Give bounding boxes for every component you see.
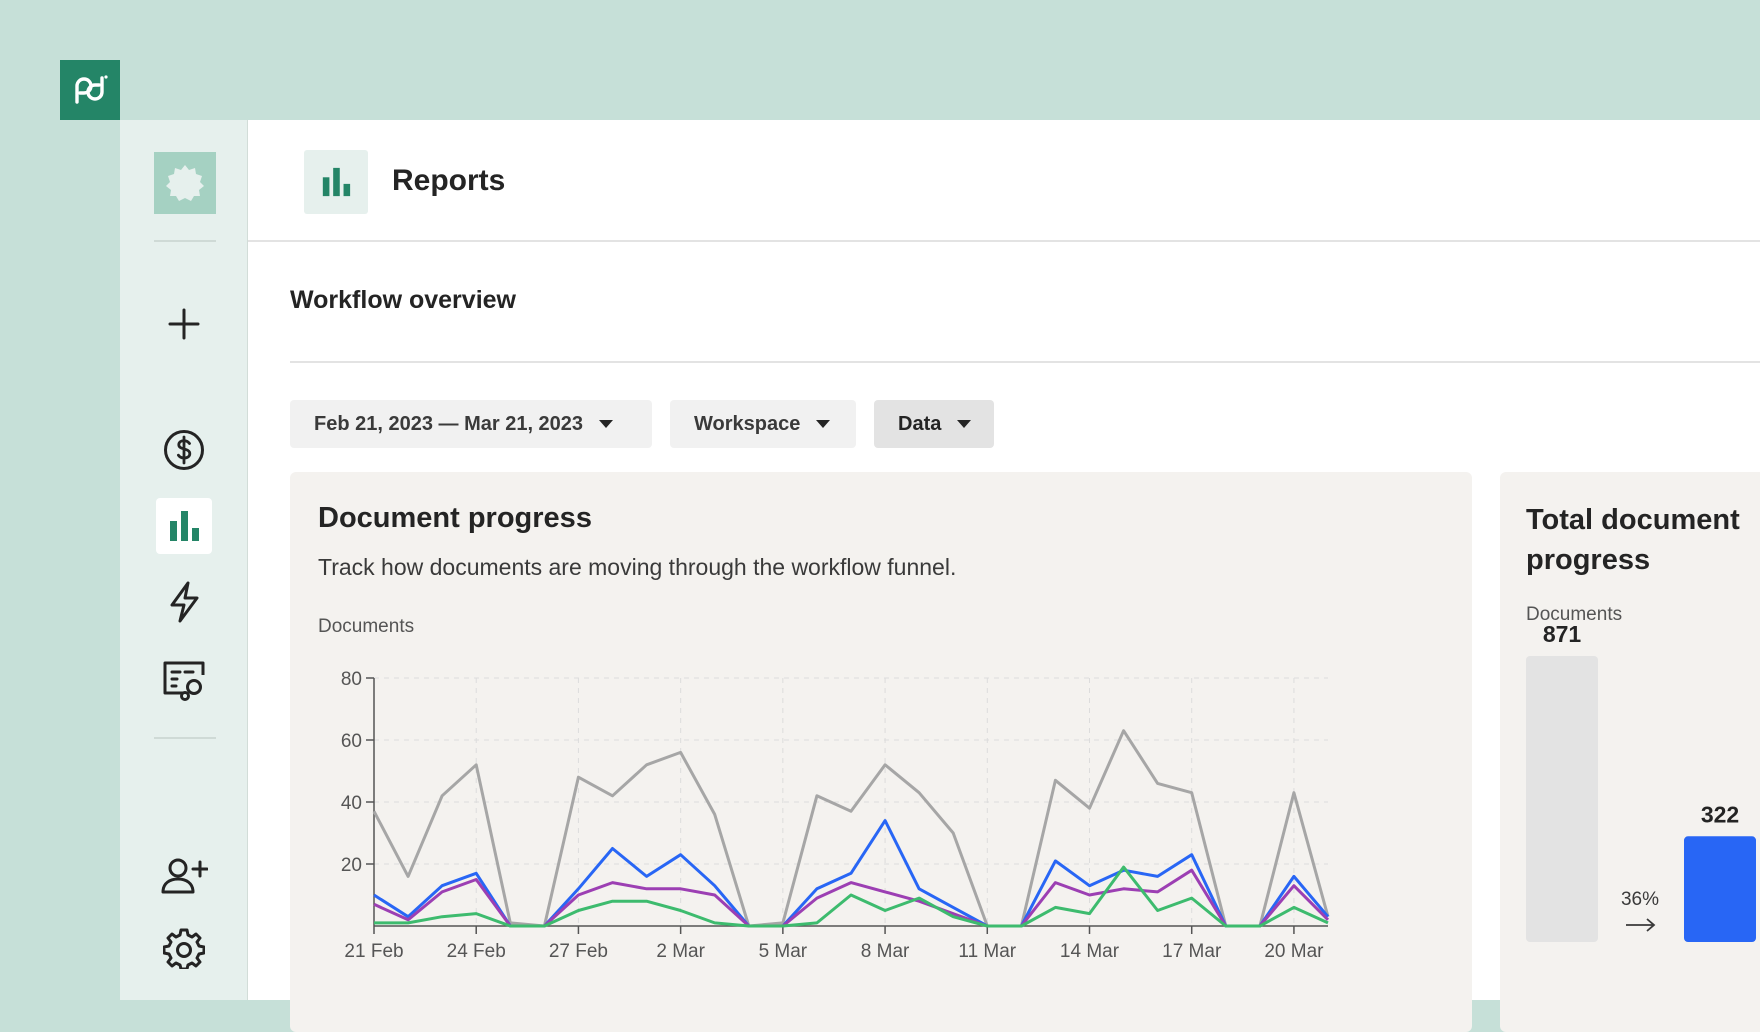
badge-icon <box>166 165 204 201</box>
page-title: Reports <box>392 164 506 197</box>
x-tick-label: 5 Mar <box>759 941 808 962</box>
sidebar-item-forms[interactable] <box>156 652 212 708</box>
bar-2 <box>1684 836 1756 942</box>
sidebar-item-invite-user[interactable] <box>156 848 212 904</box>
y-axis-title: Documents <box>318 616 415 637</box>
data-dropdown[interactable]: Data <box>874 400 994 448</box>
plus-icon <box>168 308 200 340</box>
lightning-icon <box>170 581 199 623</box>
x-tick-label: 2 Mar <box>656 941 705 962</box>
series-line-4 <box>374 865 1329 928</box>
sidebar-divider <box>154 737 216 739</box>
x-tick-label: 24 Feb <box>447 941 506 962</box>
logo-icon <box>75 75 108 104</box>
caret-down-icon <box>599 420 614 428</box>
date-range-label: Feb 21, 2023 — Mar 21, 2023 <box>314 412 584 435</box>
sidebar-item-payments[interactable] <box>156 422 212 478</box>
caret-down-icon <box>816 420 831 428</box>
total-progress-chart: 871 322 36% <box>1526 621 1756 942</box>
sidebar-item-automations[interactable] <box>156 574 212 630</box>
workspace-avatar[interactable] <box>154 152 216 214</box>
sidebar-item-create[interactable] <box>156 296 212 352</box>
x-tick-label: 14 Mar <box>1060 941 1120 962</box>
series-line-3 <box>373 868 1330 928</box>
x-tick-label: 27 Feb <box>549 941 608 962</box>
reports-header-icon <box>304 150 368 214</box>
bar-1 <box>1526 656 1598 942</box>
bar-chart-icon <box>322 167 351 197</box>
y-tick-label: 40 <box>341 793 362 814</box>
page-header: Reports <box>248 120 1760 242</box>
main-content: Reports Workflow overview Feb 21, 2023 —… <box>248 120 1760 1032</box>
x-tick-label: 20 Mar <box>1264 941 1324 962</box>
sidebar <box>120 120 248 1000</box>
bar-value-label: 871 <box>1543 621 1582 647</box>
y-tick-label: 60 <box>341 731 362 752</box>
bar-chart-icon <box>170 511 199 541</box>
section-divider <box>290 361 1760 363</box>
arrow-right-icon <box>1626 918 1656 932</box>
y-tick-label: 80 <box>341 669 362 690</box>
dollar-circle-icon <box>164 430 204 470</box>
card-title: Total document progress <box>1526 504 1740 576</box>
workspace-label: Workspace <box>694 412 801 435</box>
add-user-icon <box>161 858 208 894</box>
form-settings-icon <box>163 661 205 701</box>
pandadoc-logo[interactable] <box>60 60 120 120</box>
sidebar-divider <box>154 240 216 242</box>
y-tick-label: 20 <box>341 855 362 876</box>
workspace-dropdown[interactable]: Workspace <box>670 400 856 448</box>
total-document-progress-card: Total document progress Documents 871 322… <box>1500 472 1760 1032</box>
x-tick-label: 17 Mar <box>1162 941 1222 962</box>
bar-value-label: 322 <box>1701 801 1739 827</box>
sidebar-item-settings[interactable] <box>156 920 212 976</box>
x-tick-label: 21 Feb <box>344 941 403 962</box>
card-subtitle: Track how documents are moving through t… <box>318 554 957 580</box>
card-title: Document progress <box>318 502 592 534</box>
date-range-dropdown[interactable]: Feb 21, 2023 — Mar 21, 2023 <box>290 400 652 448</box>
y-axis-title: Documents <box>1526 604 1623 625</box>
data-label: Data <box>898 412 942 435</box>
sidebar-item-reports[interactable] <box>156 498 212 554</box>
document-progress-card: Document progress Track how documents ar… <box>290 472 1472 1032</box>
section-title: Workflow overview <box>290 286 516 314</box>
caret-down-icon <box>957 420 972 428</box>
x-tick-label: 8 Mar <box>861 941 910 962</box>
x-tick-label: 11 Mar <box>958 941 1016 962</box>
document-progress-chart: 20 40 60 80 21 Feb 24 Feb 27 Feb 2 Mar 5 Mar 8 Ma… <box>341 669 1330 962</box>
conversion-rate-label: 36% <box>1621 889 1659 910</box>
gear-icon <box>163 928 205 969</box>
